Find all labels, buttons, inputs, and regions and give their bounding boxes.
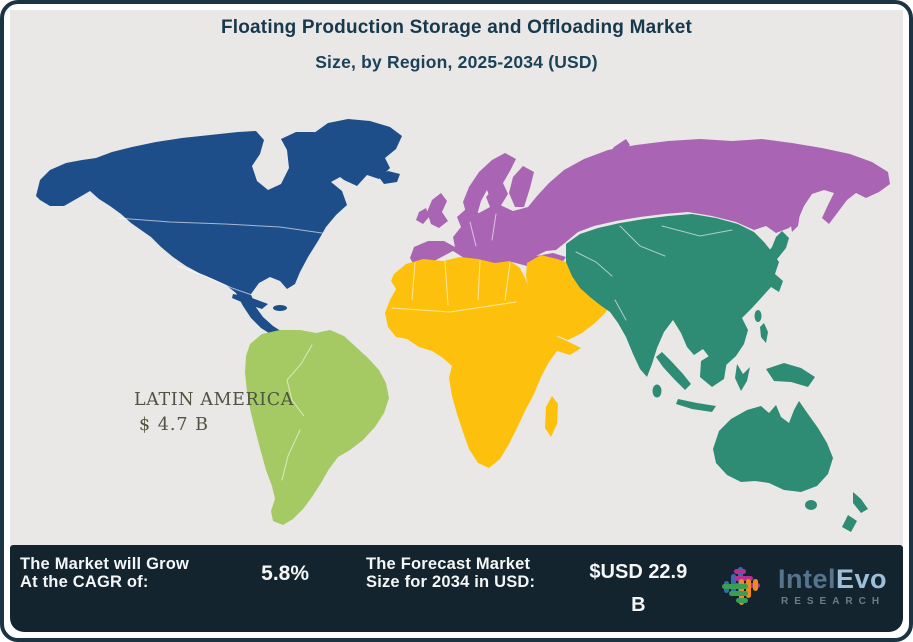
new-guinea [766,363,815,387]
africa [385,257,581,468]
south-america [245,330,389,525]
hispaniola [273,305,287,311]
taiwan [754,310,762,322]
finland [509,166,534,207]
forecast-value-unit: B [631,594,646,616]
region-asia-pacific [566,214,868,532]
logo-bars-green [721,584,748,603]
logo-name-evo: Evo [835,563,888,594]
cagr-label-line-1: The Market will Grow [20,555,190,573]
madagascar [545,396,558,437]
region-north-america [36,119,402,353]
iceland [378,171,400,184]
latin-america-annotation: LATIN AMERICA $ 4.7 B [134,390,295,435]
intelevo-logo: IntelEvo RESEARCH [712,557,887,615]
novaya-zemlya [604,139,630,166]
forecast-label-line-2: Size for 2034 in USD: [365,573,536,592]
intelevo-logo-subtitle: RESEARCH [780,595,886,607]
latin-america-annotation-value: $ 4.7 B [139,414,209,435]
logo-name-intel: Intel [777,563,836,594]
cagr-label-line-2: At the CAGR of: [20,573,149,592]
japan [756,231,789,273]
borneo [700,353,727,387]
scandinavia [463,153,516,216]
cuba [232,294,268,309]
forecast-value-amount: $USD 22.9 [589,561,688,583]
cagr-label: The Market will Grow At the CAGR of: [20,555,226,591]
country-borders [117,213,733,481]
forecast-value: $USD 22.9 B [565,555,712,617]
asia-mainland [566,214,783,377]
map-canvas: Floating Production Storage and Offloadi… [10,10,903,545]
north-america-mainland [36,131,349,353]
australia [713,401,833,492]
new-zealand-south [842,515,857,532]
intelevo-logo-text: IntelEvo RESEARCH [777,563,888,607]
europe-russia-mainland [410,139,890,276]
chart-title: Floating Production Storage and Offloadi… [10,17,903,73]
intelevo-logo-icon [721,567,760,605]
tasmania [805,500,817,510]
sumatra [656,352,691,390]
world-map [36,119,890,532]
title-line-1: Floating Production Storage and Offloadi… [220,17,693,38]
ireland [416,208,429,224]
philippines [760,323,768,343]
forecast-label: The Forecast Market Size for 2034 in USD… [366,555,543,591]
region-europe [410,139,890,287]
middle-east [526,255,610,340]
sri-lanka [652,384,662,398]
title-line-2: Size, by Region, 2025-2034 (USD) [315,52,598,72]
sakhalin [790,198,801,232]
java [676,399,716,412]
region-middle-east-africa [385,255,610,468]
latin-america-annotation-name: LATIN AMERICA [134,390,295,410]
new-zealand-north [853,492,868,513]
sulawesi [735,364,750,391]
intelevo-logo-name: IntelEvo [777,563,888,594]
footer-bar: The Market will Grow At the CAGR of: 5.8… [10,545,903,632]
region-latin-america [245,330,389,525]
greenland [310,119,402,186]
cagr-value: 5.8% [261,562,310,585]
great-britain [427,193,448,228]
forecast-label-line-1: The Forecast Market [365,555,531,573]
